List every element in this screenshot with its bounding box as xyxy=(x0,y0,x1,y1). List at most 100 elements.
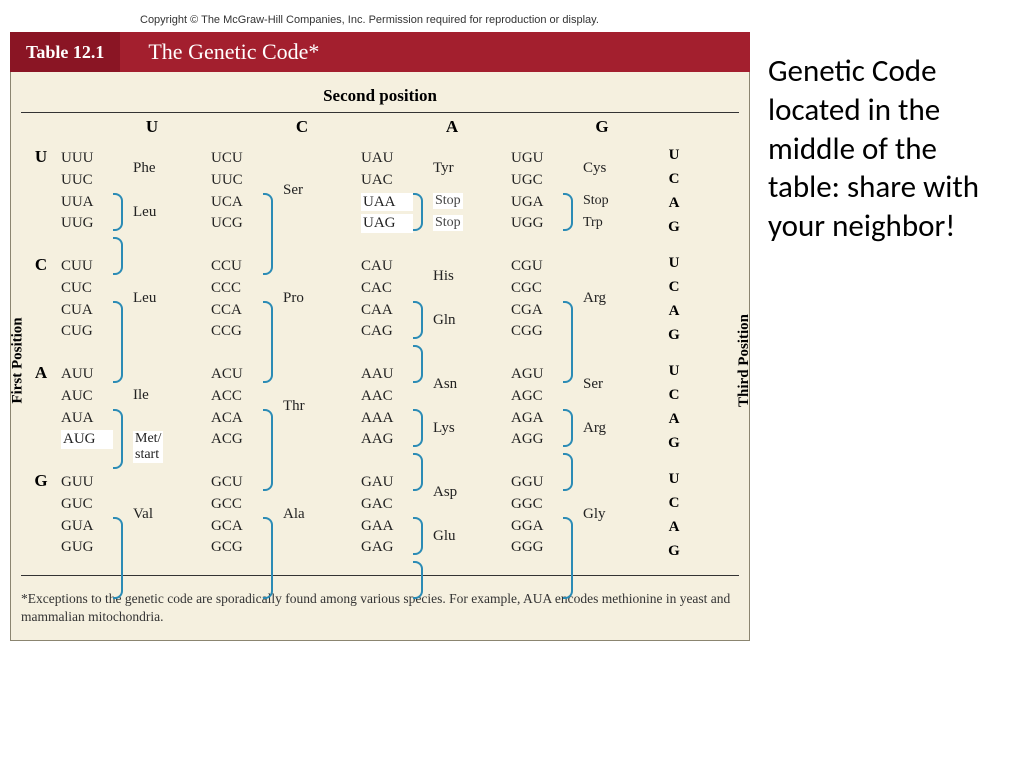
amino-acid-label: Gln xyxy=(433,312,456,329)
codon-list: GAUGACGAAGAG xyxy=(361,473,413,557)
third-position-base: G xyxy=(661,219,687,236)
codon: CUU xyxy=(61,257,113,276)
codon: CAU xyxy=(361,257,413,276)
codon: AGC xyxy=(511,387,563,406)
third-position-base: G xyxy=(661,435,687,452)
column-header: U xyxy=(77,117,227,137)
codon: UCA xyxy=(211,193,263,212)
amino-acid-column: Leu xyxy=(129,255,189,343)
codon: GAC xyxy=(361,495,413,514)
amino-acid-label: Phe xyxy=(133,160,156,177)
amino-acid-label: Thr xyxy=(283,398,305,415)
copyright-text: Copyright © The McGraw-Hill Companies, I… xyxy=(10,10,750,32)
codon: AUA xyxy=(61,409,113,428)
brace-icon xyxy=(413,453,423,491)
brace-icon xyxy=(263,409,273,491)
codon-cell: UAUUACUAAUAGTyrStopStop xyxy=(361,143,511,239)
amino-acid-column: Ala xyxy=(279,471,339,559)
codon: CCC xyxy=(211,279,263,298)
codon-list: CUUCUCCUACUG xyxy=(61,257,113,341)
codon: CAG xyxy=(361,322,413,341)
amino-acid-label: Arg xyxy=(583,290,606,307)
amino-acid-column: SerArg xyxy=(579,363,639,451)
third-position-column: UCAG xyxy=(661,143,687,239)
codon: CCG xyxy=(211,322,263,341)
codon: UUC xyxy=(61,171,113,190)
amino-acid-column: Thr xyxy=(279,363,339,451)
codon: CGA xyxy=(511,301,563,320)
third-position-base: C xyxy=(661,495,687,512)
codon-row-block: CCUUCUCCUACUGLeuCCUCCCCCACCGProCAUCACCAA… xyxy=(21,245,739,353)
codon-list: UGUUGCUGAUGG xyxy=(511,149,563,233)
codon-cell: UGUUGCUGAUGGCysStopTrp xyxy=(511,143,661,239)
codon: GAU xyxy=(361,473,413,492)
divider xyxy=(21,575,739,576)
brace-icon xyxy=(413,301,423,339)
codon: UGA xyxy=(511,193,563,212)
codon: UGG xyxy=(511,214,563,233)
codon: AAG xyxy=(361,430,413,449)
amino-acid-label: Lys xyxy=(433,420,455,437)
stop-label: Stop xyxy=(433,215,463,231)
first-position-base: U xyxy=(21,143,61,239)
codon: UGU xyxy=(511,149,563,168)
first-position-base: C xyxy=(21,251,61,347)
codon-list: CCU CCC CCA CCG xyxy=(211,257,263,341)
third-position-base: C xyxy=(661,279,687,296)
codon: CUG xyxy=(61,322,113,341)
amino-acid-column: PheLeu xyxy=(129,147,189,235)
amino-acid-label: Trp xyxy=(583,215,603,231)
codon: AUG xyxy=(61,430,113,449)
codon: CAA xyxy=(361,301,413,320)
codon: GGG xyxy=(511,538,563,557)
brace-icon xyxy=(563,409,573,447)
third-position-base: A xyxy=(661,303,687,320)
codon: GCA xyxy=(211,517,263,536)
amino-acid-column: Ser xyxy=(279,147,339,235)
codon-list: CGUCGCCGACGG xyxy=(511,257,563,341)
codon: CUA xyxy=(61,301,113,320)
codon-list: AGUAGCAGAAGG xyxy=(511,365,563,449)
codon: UCU xyxy=(211,149,263,168)
codon: CCA xyxy=(211,301,263,320)
third-position-base: A xyxy=(661,519,687,536)
third-position-base: U xyxy=(661,363,687,380)
brace-icon xyxy=(263,301,273,383)
codon: ACC xyxy=(211,387,263,406)
third-position-base: C xyxy=(661,171,687,188)
codon: CCU xyxy=(211,257,263,276)
first-position-base: A xyxy=(21,359,61,455)
codon: GUU xyxy=(61,473,113,492)
codon: AGU xyxy=(511,365,563,384)
brace-icon xyxy=(113,193,123,231)
codon-cell: ACUACCACAACGThr xyxy=(211,359,361,455)
amino-acid-label: Stop xyxy=(583,193,609,209)
column-header: C xyxy=(227,117,377,137)
codon-cell: CUUCUCCUACUGLeu xyxy=(61,251,211,347)
codon: CAC xyxy=(361,279,413,298)
amino-acid-label: Tyr xyxy=(433,160,454,177)
codon: AGG xyxy=(511,430,563,449)
table-panel: First Position Third Position Second pos… xyxy=(10,72,750,641)
brace-icon xyxy=(413,409,423,447)
codon-row-block: UUUUUUCUUAUUGPheLeuUCUUUCUCAUCGSerUAUUAC… xyxy=(21,137,739,245)
codon-cell: GUUGUCGUAGUGVal xyxy=(61,467,211,563)
codon-cell: CAU CAC CAA CAG HisGln xyxy=(361,251,511,347)
amino-acid-label: Asp xyxy=(433,484,457,501)
codon: UAC xyxy=(361,171,413,190)
slide-annotation: Genetic Code located in the middle of th… xyxy=(768,52,1013,246)
codon-cell: GCUGCCGCAGCGAla xyxy=(211,467,361,563)
codon: UCG xyxy=(211,214,263,233)
stop-label: Stop xyxy=(433,193,463,209)
codon: AUU xyxy=(61,365,113,384)
codon: AAC xyxy=(361,387,413,406)
codon: UUG xyxy=(61,214,113,233)
table-label: Table 12.1 xyxy=(10,32,120,72)
third-position-column: UCAG xyxy=(661,251,687,347)
codon-cell: AGUAGCAGAAGGSerArg xyxy=(511,359,661,455)
codon: UAG xyxy=(361,214,413,233)
third-position-base: U xyxy=(661,471,687,488)
first-position-base: G xyxy=(21,467,61,563)
brace-icon xyxy=(263,193,273,275)
amino-acid-column: HisGln xyxy=(429,255,489,343)
